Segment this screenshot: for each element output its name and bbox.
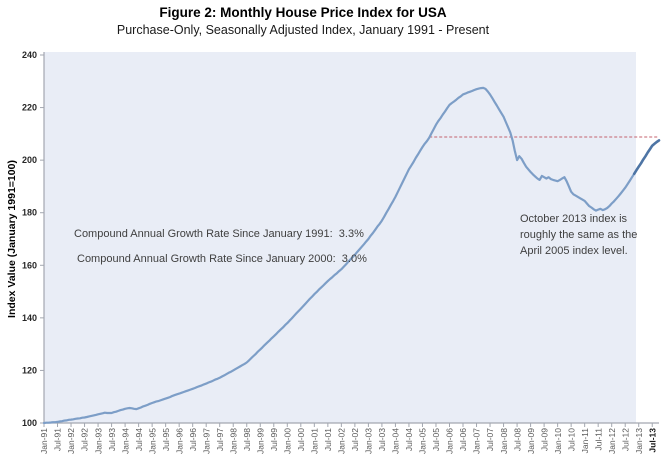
- svg-text:Jan-10: Jan-10: [553, 428, 563, 454]
- svg-text:Jul-91: Jul-91: [53, 428, 63, 451]
- svg-text:Jan-93: Jan-93: [93, 428, 103, 454]
- svg-text:Jan-12: Jan-12: [607, 428, 617, 454]
- svg-text:Jul-94: Jul-94: [134, 428, 144, 451]
- svg-text:Jul-96: Jul-96: [188, 428, 198, 451]
- svg-text:Jan-11: Jan-11: [580, 428, 590, 454]
- svg-text:Jul-11: Jul-11: [593, 428, 603, 451]
- svg-text:Jan-96: Jan-96: [174, 428, 184, 454]
- svg-text:Jan-94: Jan-94: [120, 428, 130, 454]
- svg-text:Jan-04: Jan-04: [391, 428, 401, 454]
- svg-text:Jan-95: Jan-95: [147, 428, 157, 454]
- svg-text:Jan-01: Jan-01: [310, 428, 320, 454]
- svg-text:Jan-06: Jan-06: [445, 428, 455, 454]
- svg-text:Jul-12: Jul-12: [620, 428, 630, 451]
- svg-text:180: 180: [22, 208, 37, 218]
- svg-text:Jul-07: Jul-07: [485, 428, 495, 451]
- svg-text:Jul-93: Jul-93: [107, 428, 117, 451]
- annotation-cagr-since-2000: Compound Annual Growth Rate Since Januar…: [77, 253, 367, 265]
- figure-subtitle: Purchase-Only, Seasonally Adjusted Index…: [116, 23, 490, 37]
- figure-title: Figure 2: Monthly House Price Index for …: [159, 5, 447, 20]
- svg-text:Jan-97: Jan-97: [201, 428, 211, 454]
- svg-text:100: 100: [22, 418, 37, 428]
- svg-text:Jan-02: Jan-02: [337, 428, 347, 454]
- svg-text:220: 220: [22, 103, 37, 113]
- plot-area: [44, 52, 636, 423]
- svg-text:Jul-10: Jul-10: [566, 428, 576, 451]
- svg-text:Jul-98: Jul-98: [242, 428, 252, 451]
- svg-text:Jul-95: Jul-95: [161, 428, 171, 451]
- svg-text:140: 140: [22, 313, 37, 323]
- y-axis: 100 120 140 160 180 200 220 240: [22, 50, 44, 428]
- hpi-line-series: [42, 86, 636, 425]
- svg-text:240: 240: [22, 50, 37, 60]
- svg-text:Jul-13: Jul-13: [647, 428, 657, 453]
- svg-text:Jan-07: Jan-07: [472, 428, 482, 454]
- svg-text:Jul-99: Jul-99: [269, 428, 279, 451]
- svg-text:Jul-09: Jul-09: [539, 428, 549, 451]
- svg-text:Jul-06: Jul-06: [458, 428, 468, 451]
- svg-text:Jan-08: Jan-08: [499, 428, 509, 454]
- svg-text:Jul-03: Jul-03: [377, 428, 387, 451]
- annotation-cagr-since-1991: Compound Annual Growth Rate Since Januar…: [74, 228, 364, 240]
- svg-text:Jan-98: Jan-98: [228, 428, 238, 454]
- hpi-line-recent-segment: [632, 139, 661, 176]
- svg-text:Jan-13: Jan-13: [634, 428, 644, 454]
- svg-text:Jan-05: Jan-05: [418, 428, 428, 454]
- svg-text:120: 120: [22, 365, 37, 375]
- svg-text:Jan-00: Jan-00: [283, 428, 293, 454]
- annotation-oct-2013-note: October 2013 index is roughly the same a…: [520, 213, 638, 257]
- svg-text:Jul-00: Jul-00: [296, 428, 306, 451]
- svg-text:Jan-09: Jan-09: [526, 428, 536, 454]
- svg-text:Jul-02: Jul-02: [350, 428, 360, 451]
- svg-text:Jul-92: Jul-92: [80, 428, 90, 451]
- svg-text:200: 200: [22, 155, 37, 165]
- svg-text:Jan-03: Jan-03: [364, 428, 374, 454]
- svg-text:Jul-01: Jul-01: [323, 428, 333, 451]
- svg-text:Jul-05: Jul-05: [431, 428, 441, 451]
- svg-text:Jul-97: Jul-97: [215, 428, 225, 451]
- svg-text:Jan-99: Jan-99: [256, 428, 266, 454]
- svg-text:Jan-92: Jan-92: [66, 428, 76, 454]
- svg-text:Jan-91: Jan-91: [39, 428, 49, 454]
- svg-text:Jul-04: Jul-04: [404, 428, 414, 451]
- svg-text:Jul-08: Jul-08: [512, 428, 522, 451]
- x-axis: Jan-91 Jul-91 Jan-92 Jul-92 Jan-93 Jul-93 Jan-…: [39, 423, 657, 454]
- svg-text:160: 160: [22, 260, 37, 270]
